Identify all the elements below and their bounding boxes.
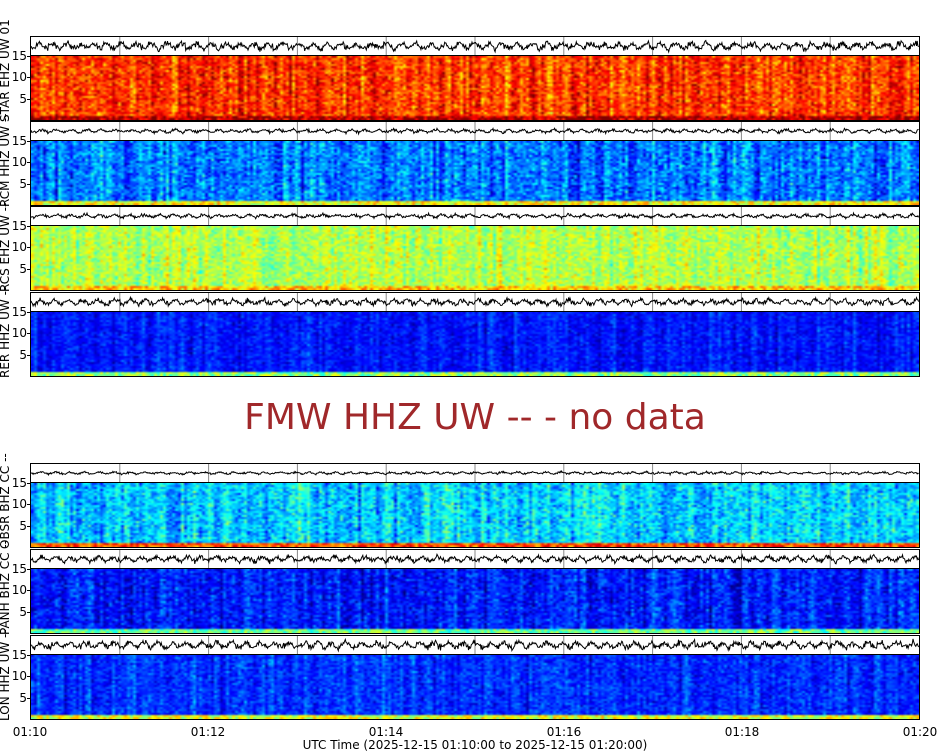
waveform-trace (30, 463, 920, 483)
station-panel: 5 10 15 RER HHZ UW -- (0, 287, 920, 378)
y-tick-mark (27, 504, 31, 506)
x-tick-label: 01:16 (546, 725, 582, 739)
y-tick-label: 5 (19, 261, 27, 276)
waveform-trace (30, 292, 920, 312)
y-tick-mark (27, 141, 31, 142)
waveform-line (31, 211, 919, 221)
spectrogram-canvas (31, 569, 919, 633)
station-label: RCS EHZ UW -- (0, 202, 12, 292)
station-panel: 5 10 15 PANH BHZ CC -- (0, 540, 920, 635)
waveform-line (31, 127, 919, 136)
spectrogram-canvas (31, 141, 919, 205)
station-label: RCM HHZ UW -- (0, 113, 12, 208)
station-panel: 5 10 15 RCS EHZ UW -- (0, 203, 920, 292)
y-tick-mark (27, 98, 31, 100)
x-tick-label: 01:10 (12, 725, 48, 739)
spectrogram: 5 10 15 (12, 50, 920, 121)
spectrogram-canvas (31, 312, 919, 376)
y-tick-label: 15 (11, 134, 27, 148)
spectrogram: 5 10 15 (12, 649, 920, 720)
y-tick-label: 10 (11, 70, 27, 85)
y-tick-label: 5 (19, 91, 27, 106)
y-tick-label: 5 (19, 604, 27, 619)
waveform-trace (30, 36, 920, 56)
station-label: RER HHZ UW -- (0, 286, 12, 378)
x-tick-label: 01:12 (190, 725, 226, 739)
station-panel: 5 10 15 LON HHZ UW -- (0, 629, 920, 721)
station-label: OBSR BHZ CC -- (0, 453, 12, 549)
spectrogram: 5 10 15 (12, 563, 920, 634)
y-tick-label: 5 (19, 176, 27, 191)
y-tick-mark (27, 77, 31, 79)
waveform-line (31, 39, 919, 54)
y-tick-mark (27, 226, 31, 227)
y-tick-mark (27, 312, 31, 313)
x-tick-label: 01:20 (902, 725, 938, 739)
x-tick-label: 01:14 (368, 725, 404, 739)
y-tick-label: 15 (11, 49, 27, 63)
y-tick-label: 5 (19, 518, 27, 533)
waveform-trace (30, 121, 920, 141)
y-tick-mark (27, 333, 31, 335)
station-panel: 5 10 15 OBSR BHZ CC -- (0, 453, 920, 549)
y-tick-mark (27, 697, 31, 699)
spectrogram-canvas (31, 483, 919, 547)
waveform-trace (30, 206, 920, 226)
spectrogram-canvas (31, 655, 919, 719)
spectrogram: 5 10 15 (12, 220, 920, 291)
y-tick-mark (27, 655, 31, 656)
waveform-line (31, 637, 919, 653)
y-tick-mark (27, 268, 31, 270)
waveform-line (31, 552, 919, 566)
y-tick-label: 15 (11, 219, 27, 233)
station-label: LON HHZ UW -- (0, 629, 12, 721)
station-panel: 5 10 15 STAR EHZ UW 01 (0, 19, 920, 122)
spectrogram: 5 10 15 (12, 477, 920, 548)
station-label: PANH BHZ CC -- (0, 539, 12, 635)
y-tick-label: 15 (11, 562, 27, 576)
y-tick-label: 10 (11, 155, 27, 170)
y-tick-mark (27, 676, 31, 678)
y-tick-mark (27, 483, 31, 484)
spectrogram: 5 10 15 (12, 135, 920, 206)
waveform-trace (30, 549, 920, 569)
spectrogram-canvas (31, 56, 919, 120)
station-label: STAR EHZ UW 01 (0, 19, 12, 122)
y-tick-label: 10 (11, 240, 27, 255)
y-tick-label: 15 (11, 305, 27, 319)
y-tick-mark (27, 56, 31, 57)
spectrogram-canvas (31, 226, 919, 290)
y-tick-label: 5 (19, 347, 27, 362)
spectrogram: 5 10 15 (12, 306, 920, 377)
x-tick-label: 01:18 (724, 725, 760, 739)
y-tick-label: 15 (11, 648, 27, 662)
y-tick-mark (27, 183, 31, 185)
y-tick-label: 10 (11, 497, 27, 512)
no-data-message: FMW HHZ UW -- - no data (244, 397, 706, 438)
waveform-trace (30, 635, 920, 655)
y-tick-mark (27, 162, 31, 164)
station-panel: 5 10 15 RCM HHZ UW -- (0, 114, 920, 207)
y-tick-mark (27, 354, 31, 356)
y-tick-mark (27, 590, 31, 592)
x-axis-label: UTC Time (2025-12-15 01:10:00 to 2025-12… (302, 738, 648, 752)
waveform-line (31, 470, 919, 477)
y-tick-label: 10 (11, 669, 27, 684)
y-tick-mark (27, 611, 31, 613)
y-tick-label: 10 (11, 326, 27, 341)
y-tick-mark (27, 525, 31, 527)
y-tick-label: 5 (19, 690, 27, 705)
waveform-line (31, 295, 919, 308)
y-tick-label: 10 (11, 583, 27, 598)
y-tick-mark (27, 569, 31, 570)
y-tick-label: 15 (11, 476, 27, 490)
y-tick-mark (27, 247, 31, 249)
